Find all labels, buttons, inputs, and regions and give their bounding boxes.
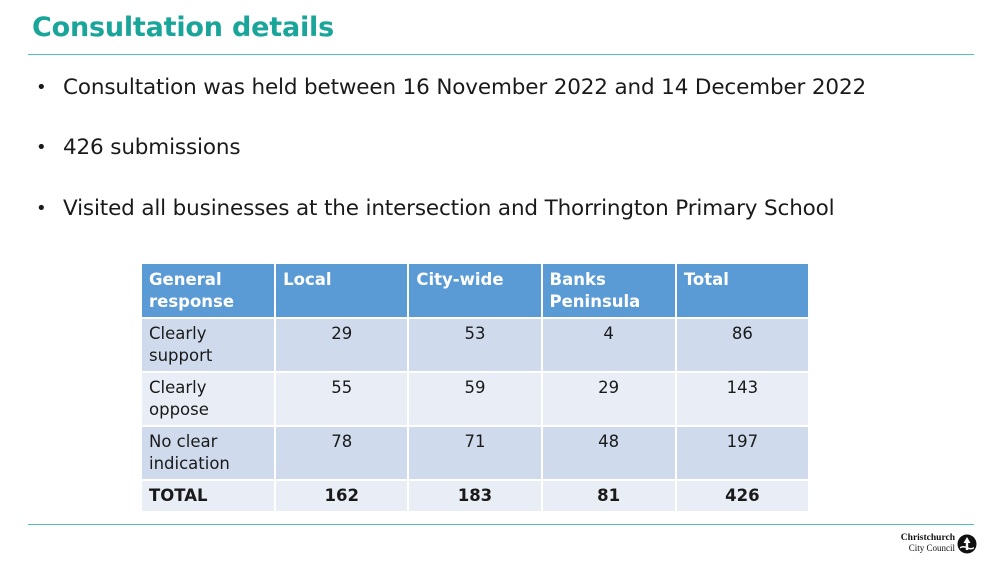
- title-divider: [28, 54, 974, 55]
- cell-total: 197: [674, 425, 811, 481]
- cell-local: 55: [274, 371, 410, 427]
- cell-total: 143: [674, 371, 811, 427]
- header-general-response: General response: [139, 262, 277, 319]
- table-row: Clearly oppose 55 59 29 143: [139, 371, 811, 427]
- logo-line-2: City Council: [908, 543, 955, 553]
- bullet-text: Consultation was held between 16 Novembe…: [63, 75, 867, 100]
- cell-city-wide: 53: [407, 317, 543, 373]
- cell-banks-peninsula: 29: [540, 371, 677, 427]
- cell-total: 426: [674, 479, 811, 513]
- bullet-marker: •: [36, 198, 47, 219]
- row-label: Clearly support: [139, 317, 277, 373]
- header-banks-peninsula: Banks Peninsula: [540, 262, 677, 319]
- header-total: Total: [674, 262, 811, 319]
- cell-city-wide: 183: [407, 479, 543, 513]
- header-local: Local: [274, 262, 410, 319]
- cell-city-wide: 71: [407, 425, 543, 481]
- logo-wordmark: Christchurch City Council: [893, 533, 955, 553]
- logo-line-1: Christchurch: [900, 533, 955, 543]
- bullet-item: • 426 submissions: [36, 132, 866, 164]
- cell-city-wide: 59: [407, 371, 543, 427]
- header-city-wide: City-wide: [407, 262, 543, 319]
- cell-local: 29: [274, 317, 410, 373]
- bullet-marker: •: [36, 137, 47, 158]
- row-label: TOTAL: [139, 479, 277, 513]
- consultation-response-table: General response Local City-wide Banks P…: [139, 262, 811, 513]
- cell-banks-peninsula: 81: [540, 479, 677, 513]
- row-label: Clearly oppose: [139, 371, 277, 427]
- bullet-marker: •: [36, 77, 47, 98]
- bullet-text: 426 submissions: [63, 135, 241, 160]
- slide-title: Consultation details: [32, 12, 334, 43]
- bullet-text: Visited all businesses at the intersecti…: [63, 196, 835, 221]
- row-label: No clear indication: [139, 425, 277, 481]
- cell-banks-peninsula: 48: [540, 425, 677, 481]
- bullet-list: • Consultation was held between 16 Novem…: [36, 72, 866, 225]
- cell-local: 162: [274, 479, 410, 513]
- christchurch-city-council-logo: Christchurch City Council: [893, 533, 977, 555]
- footer-divider: [28, 524, 974, 525]
- bullet-item: • Visited all businesses at the intersec…: [36, 193, 866, 225]
- table-total-row: TOTAL 162 183 81 426: [139, 479, 811, 513]
- table-row: Clearly support 29 53 4 86: [139, 317, 811, 373]
- cell-total: 86: [674, 317, 811, 373]
- ccc-logo-icon: [957, 534, 977, 554]
- table-row: No clear indication 78 71 48 197: [139, 425, 811, 481]
- table-header-row: General response Local City-wide Banks P…: [139, 262, 811, 319]
- cell-local: 78: [274, 425, 410, 481]
- cell-banks-peninsula: 4: [540, 317, 677, 373]
- bullet-item: • Consultation was held between 16 Novem…: [36, 72, 866, 104]
